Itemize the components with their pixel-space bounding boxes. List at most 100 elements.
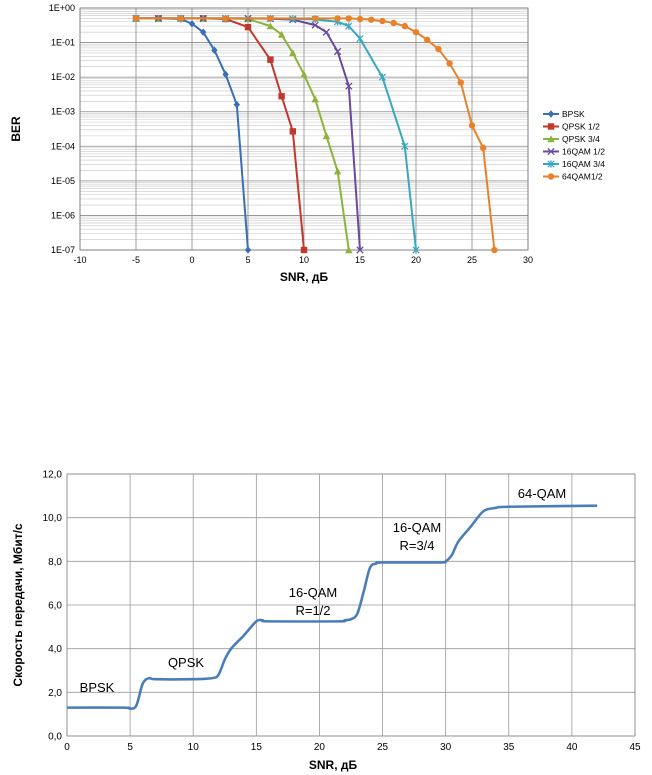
data-point: [312, 15, 319, 22]
annotation-label: 16-QAM: [393, 520, 441, 535]
data-point: [289, 49, 297, 57]
data-point: [491, 246, 498, 254]
legend-label: 16QAM 3/4: [562, 159, 605, 169]
data-point: [424, 36, 431, 44]
data-point: [267, 15, 274, 22]
y-tick-label: 10,0: [43, 513, 63, 524]
data-point: [267, 56, 274, 63]
x-tick-labels: 0 5 10 15 20 25 30 35 40 45: [64, 742, 641, 753]
data-point: [278, 93, 285, 100]
x-tick-label: 20: [314, 742, 326, 753]
y-tick-label: 1E-02: [51, 72, 75, 82]
data-point: [333, 167, 342, 175]
data-point: [446, 60, 453, 67]
data-point: [300, 70, 308, 78]
data-point: [345, 246, 353, 254]
x-tick-label: 0: [64, 742, 70, 753]
y-tick-label: 1E+00: [49, 3, 75, 13]
legend-item: QPSK 3/4: [543, 134, 600, 144]
y-tick-label: 1E-07: [51, 245, 75, 255]
series-64qam1-2: [132, 15, 498, 254]
data-point: [277, 30, 286, 38]
annotation-label: BPSK: [80, 680, 115, 695]
x-tick-label: 25: [467, 255, 477, 265]
data-point: [211, 46, 218, 54]
data-point: [547, 160, 555, 168]
series-16qam-3-4: [132, 14, 420, 254]
ber-chart: -10 -5 0 5 10 15 20 25 30 1E+00 1E-01 1E-02 1E-03 1E-…: [9, 3, 605, 284]
data-point: [222, 15, 229, 22]
data-point: [345, 22, 353, 30]
legend-item: BPSK: [543, 109, 585, 119]
data-point: [547, 110, 555, 118]
annotation-label: 64-QAM: [518, 486, 566, 501]
data-point: [333, 47, 342, 56]
legend-item: QPSK 1/2: [543, 122, 600, 132]
data-point: [412, 246, 420, 254]
data-point: [390, 19, 397, 27]
y-tick-label: 1E-05: [51, 176, 75, 186]
grid: [79, 7, 529, 251]
legend-label: QPSK 3/4: [562, 134, 600, 144]
data-point: [356, 15, 364, 23]
y-axis-label: BER: [9, 116, 23, 142]
x-axis-label: SNR, дБ: [280, 270, 329, 284]
data-point: [289, 128, 296, 135]
x-tick-labels: -10 -5 0 5 10 15 20 25 30: [73, 255, 533, 265]
x-tick-label: 5: [127, 742, 133, 753]
legend-label: 16QAM 1/2: [562, 147, 605, 157]
legend-item: 16QAM 3/4: [543, 159, 605, 169]
legend-label: 64QAM1/2: [562, 172, 603, 182]
data-point: [345, 15, 352, 22]
y-tick-label: 4,0: [48, 644, 62, 655]
data-point: [132, 15, 140, 22]
data-point: [457, 79, 464, 86]
data-point: [244, 246, 252, 254]
data-point: [412, 28, 420, 36]
data-point: [356, 34, 364, 43]
plot-area: [66, 473, 636, 737]
x-tick-label: -10: [73, 255, 86, 265]
x-tick-label: 35: [503, 742, 515, 753]
data-point: [345, 82, 353, 90]
x-tick-label: 40: [566, 742, 578, 753]
series-line: [136, 17, 496, 251]
y-tick-label: 1E-01: [51, 38, 75, 48]
data-point: [480, 144, 487, 152]
legend-item: 16QAM 1/2: [543, 147, 605, 157]
data-point: [244, 23, 252, 31]
data-point: [378, 73, 387, 81]
throughput-line: [66, 504, 598, 711]
series-qpsk-1-2: [132, 15, 308, 254]
data-point: [547, 147, 555, 156]
y-tick-label: 2,0: [48, 688, 62, 699]
data-point: [435, 45, 442, 53]
legend-item: 64QAM1/2: [543, 172, 603, 182]
x-tick-label: 30: [440, 742, 452, 753]
x-tick-label: 5: [245, 255, 250, 265]
throughput-chart: 0 5 10 15 20 25 30 35 40 45 0,0 2,0 4,0 6,0 8,0 10,0 12,…: [11, 470, 641, 773]
data-point: [300, 246, 308, 254]
data-point: [334, 15, 341, 22]
x-tick-label: 0: [189, 255, 194, 265]
y-tick-labels: 1E+00 1E-01 1E-02 1E-03 1E-04 1E-05 1E-06 1E-07: [49, 3, 75, 255]
y-tick-labels: 0,0 2,0 4,0 6,0 8,0 10,0 12,0: [43, 470, 63, 743]
x-tick-label: 45: [629, 742, 641, 753]
legend-label: BPSK: [562, 109, 585, 119]
data-point: [379, 17, 386, 25]
y-tick-label: 12,0: [43, 470, 63, 481]
annotation-label: R=3/4: [399, 538, 434, 553]
data-point: [356, 246, 364, 254]
data-point: [222, 70, 229, 79]
data-point: [547, 173, 555, 180]
data-point: [311, 95, 319, 103]
data-point: [311, 21, 319, 29]
annotations: BPSK QPSK 16-QAM R=1/2 16-QAM R=3/4 64-QAM: [80, 486, 567, 695]
y-tick-label: 6,0: [48, 601, 62, 612]
x-tick-label: 30: [523, 255, 533, 265]
data-point: [177, 15, 184, 22]
data-point: [468, 122, 476, 129]
legend: BPSK QPSK 1/2 QPSK 3/4 16QAM 1/2 16QAM 3/4 64…: [543, 109, 605, 182]
data-point: [401, 142, 409, 150]
